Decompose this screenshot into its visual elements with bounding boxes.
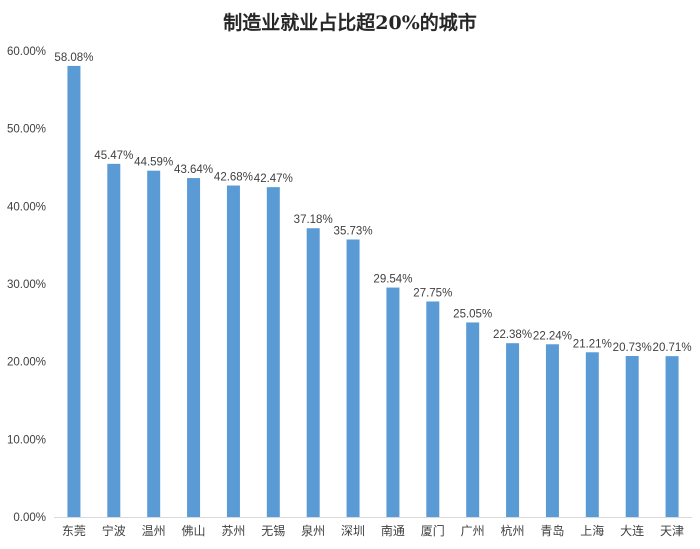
data-label: 21.21%	[573, 338, 612, 350]
x-tick-label: 东莞	[62, 524, 86, 538]
x-tick-label: 泉州	[301, 524, 325, 538]
x-tick-label: 宁波	[102, 523, 126, 538]
y-tick-label: 10.00%	[7, 434, 46, 446]
data-label: 25.05%	[453, 308, 492, 320]
y-tick-label: 60.00%	[7, 46, 46, 58]
bar	[545, 344, 559, 517]
data-label: 20.71%	[653, 342, 692, 354]
y-tick-label: 20.00%	[7, 357, 46, 369]
data-label: 20.73%	[613, 342, 652, 354]
bar	[466, 322, 480, 517]
data-label: 42.68%	[214, 172, 253, 184]
data-label: 44.59%	[134, 157, 173, 169]
bar-series	[67, 65, 679, 518]
bar	[147, 170, 161, 517]
x-tick-label: 天津	[660, 524, 684, 538]
bar	[306, 228, 320, 517]
x-tick-label: 广州	[461, 524, 485, 538]
bar	[67, 65, 81, 518]
data-label: 43.64%	[174, 164, 213, 176]
y-tick-label: 0.00%	[13, 512, 46, 524]
data-label: 45.47%	[94, 150, 133, 162]
bar	[107, 163, 121, 517]
x-tick-label: 上海	[580, 523, 604, 538]
x-tick-label: 杭州	[501, 523, 525, 538]
bar	[187, 178, 201, 517]
chart-title: 制造业就业占比超20%的城市	[223, 11, 477, 34]
y-tick-label: 30.00%	[7, 279, 46, 291]
x-tick-label: 青岛	[540, 523, 564, 538]
x-tick-label: 大连	[620, 523, 644, 538]
x-tick-label: 温州	[142, 524, 166, 538]
bar	[226, 185, 240, 517]
data-label: 29.54%	[373, 274, 412, 286]
bar	[266, 187, 280, 518]
bar	[346, 239, 360, 517]
data-label: 37.18%	[294, 214, 333, 226]
x-tick-label: 深圳	[341, 524, 365, 538]
data-label: 42.47%	[254, 173, 293, 185]
x-tick-label: 无锡	[261, 523, 285, 538]
bar	[665, 356, 679, 517]
data-label: 58.08%	[54, 52, 93, 64]
bar	[625, 355, 639, 517]
y-tick-label: 40.00%	[7, 201, 46, 213]
data-label: 22.24%	[533, 330, 572, 342]
y-axis: 0.00% 10.00% 20.00% 30.00% 40.00% 50.00% 60.00…	[7, 46, 46, 524]
data-labels: 58.08% 45.47%44.59%43.64%42.68% 42.47% 37.1…	[54, 52, 691, 354]
bar	[585, 352, 599, 517]
data-label: 27.75%	[413, 287, 452, 299]
bar	[386, 287, 400, 517]
x-tick-label: 厦门	[421, 523, 445, 538]
bar	[426, 301, 440, 517]
x-tick-label: 南通	[381, 523, 405, 538]
x-tick-label: 苏州	[221, 524, 245, 538]
x-axis: 东莞 宁波 温州 佛山 苏州 无锡 泉州 深圳 南通 厦门 广州 杭州 青岛 上海 大连 天津	[62, 523, 684, 538]
bar	[506, 343, 520, 517]
x-tick-label: 佛山	[182, 524, 206, 538]
y-tick-label: 50.00%	[7, 124, 46, 136]
data-label: 22.38%	[493, 329, 532, 341]
data-label: 35.73%	[334, 225, 373, 237]
